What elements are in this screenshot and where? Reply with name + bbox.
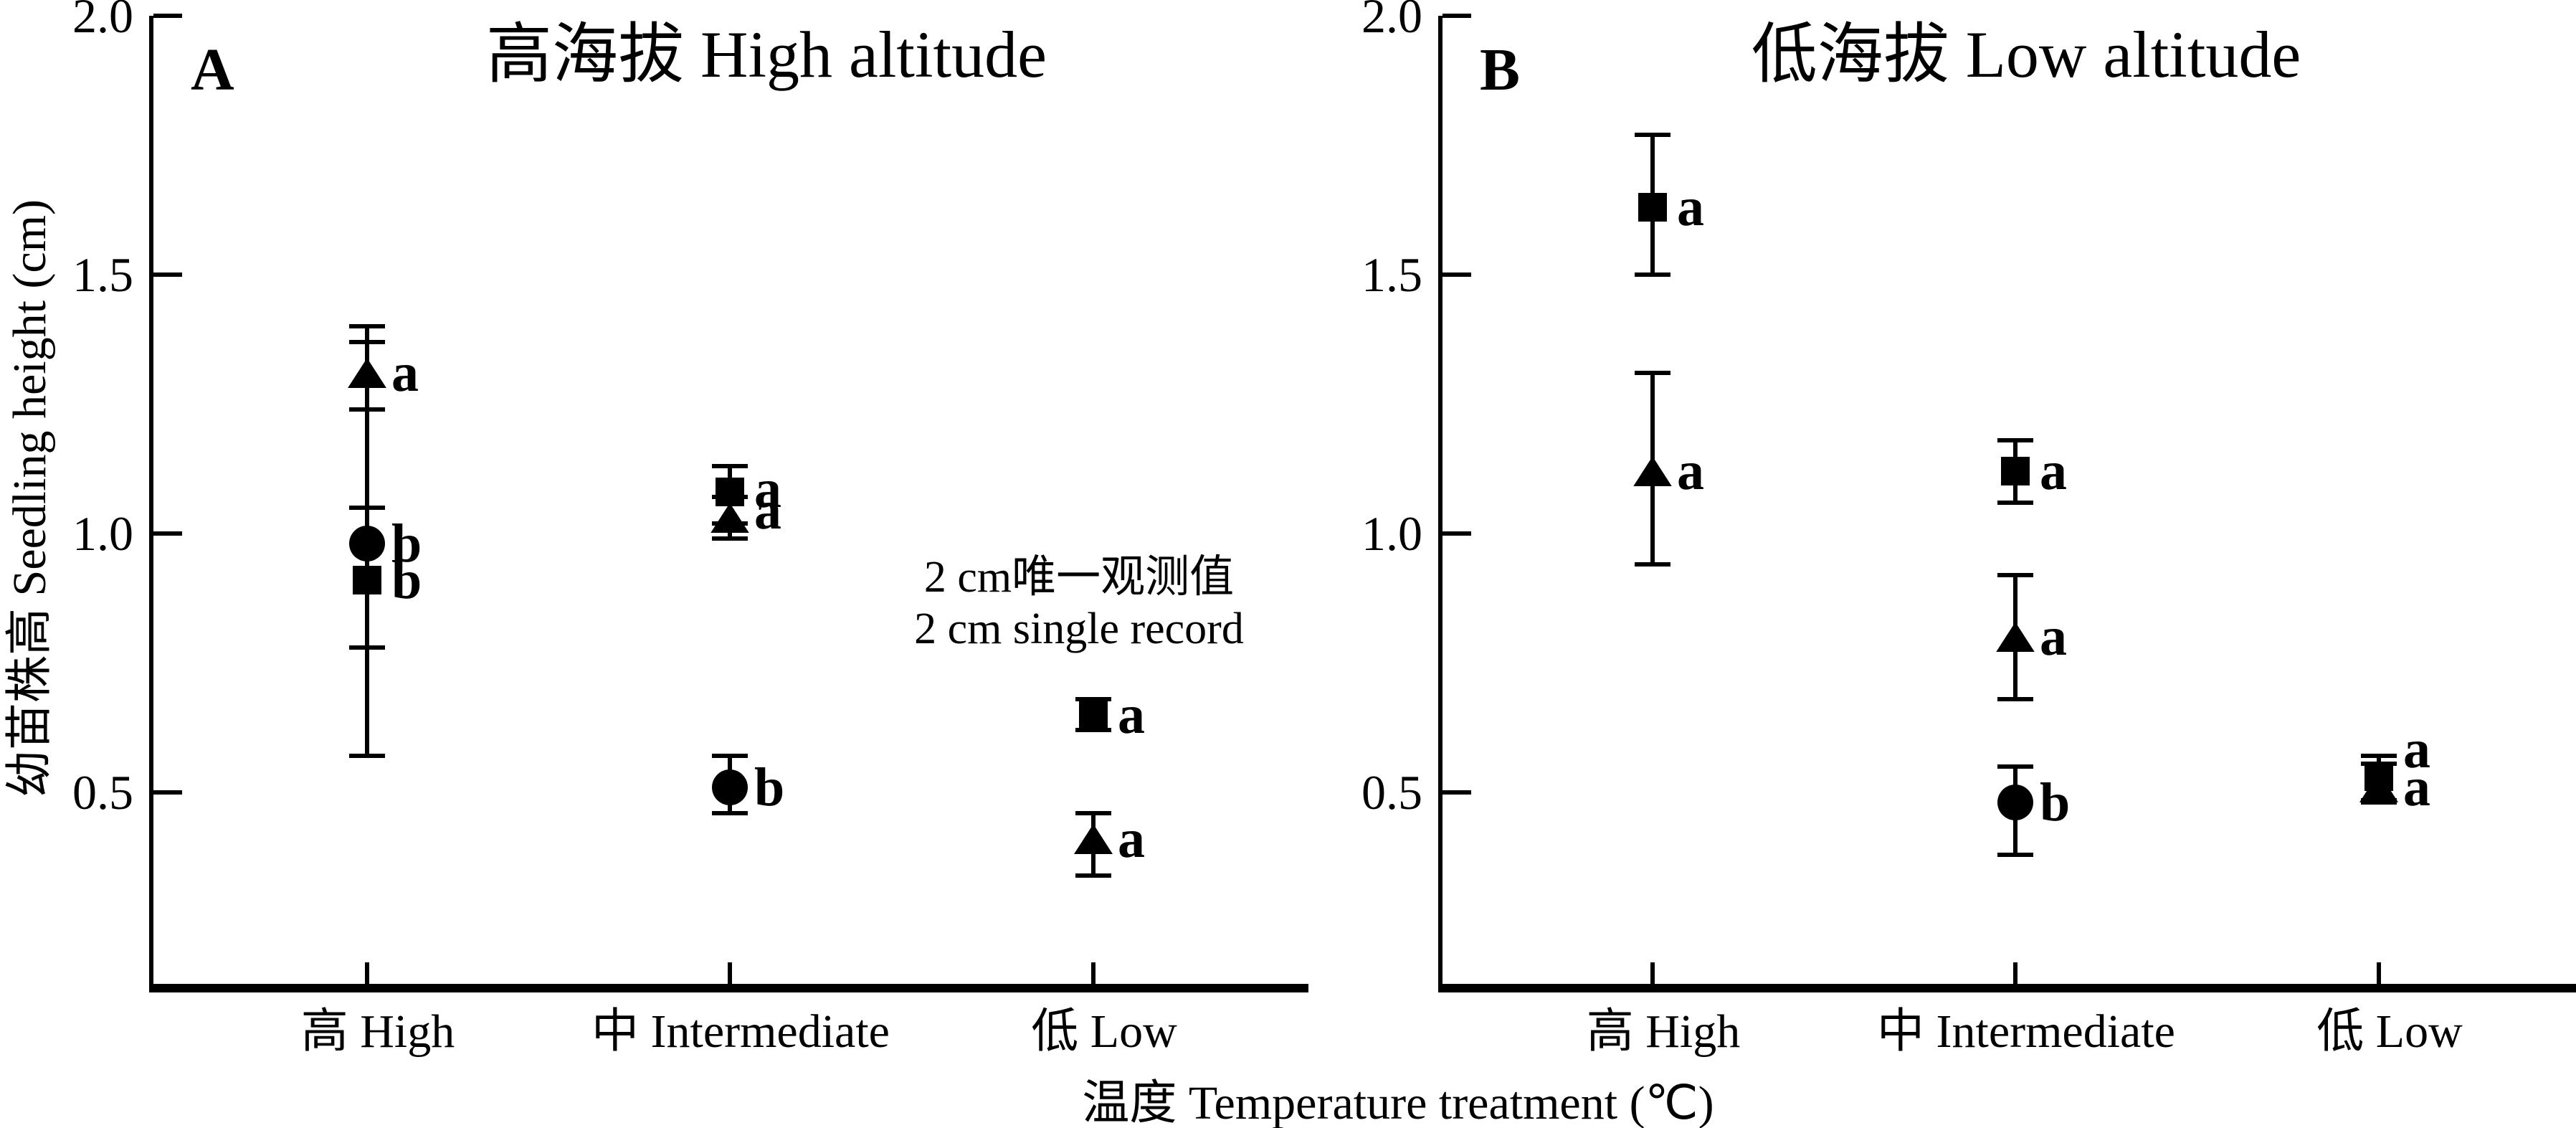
y-tick-label: 2.0	[1361, 0, 1422, 43]
error-bar-cap-top	[1997, 572, 2033, 577]
significance-letter: b	[754, 757, 785, 817]
significance-letter: a	[2040, 607, 2067, 668]
significance-letter: b	[2040, 772, 2071, 833]
square-marker	[353, 565, 381, 594]
significance-letter: a	[391, 343, 419, 404]
category-label: 中 Intermediate	[1877, 1005, 2175, 1058]
y-tick	[153, 531, 182, 536]
y-tick-label: 1.0	[72, 506, 133, 561]
y-tick-label: 1.5	[1361, 247, 1422, 302]
error-bar-cap-top	[1997, 764, 2033, 769]
error-bar-cap-top	[1997, 438, 2033, 443]
significance-letter: a	[1677, 177, 1704, 238]
error-bar-cap-bottom	[1635, 562, 1670, 567]
error-bar-cap-bottom	[349, 754, 385, 759]
panel-b-title: 低海拔 Low altitude	[1751, 18, 2301, 91]
y-tick	[1443, 272, 1471, 277]
y-axis-title: 幼苗株高 Seedling height (cm)	[4, 199, 56, 798]
y-tick-label: 2.0	[72, 0, 133, 43]
category-tick	[1650, 962, 1655, 985]
y-axis-line	[1438, 16, 1443, 992]
category-tick	[365, 962, 369, 985]
category-label: 高 High	[300, 1005, 455, 1058]
significance-letter: a	[1118, 684, 1145, 745]
panel-a-title: 高海拔 High altitude	[486, 18, 1047, 91]
error-bar-cap-bottom	[1997, 852, 2033, 857]
panel-b-letter: B	[1480, 37, 1521, 103]
error-bar-cap-bottom	[1997, 500, 2033, 505]
triangle-marker	[710, 503, 749, 534]
y-tick-label: 1.5	[72, 247, 133, 302]
y-tick	[153, 790, 182, 795]
error-bar-cap-top	[349, 505, 385, 510]
category-label: 低 Low	[1031, 1005, 1177, 1058]
error-bar-cap-top	[712, 754, 748, 759]
error-bar-cap-bottom	[349, 645, 385, 650]
significance-letter: a	[2403, 757, 2430, 817]
y-tick-label: 0.5	[1361, 765, 1422, 820]
error-bar-cap-bottom	[1997, 697, 2033, 702]
y-tick	[153, 272, 182, 277]
square-marker	[2364, 762, 2393, 792]
error-bar-cap-bottom	[349, 407, 385, 412]
triangle-marker	[348, 358, 386, 389]
significance-letter: a	[754, 480, 781, 541]
category-label: 高 High	[1586, 1005, 1741, 1058]
triangle-marker	[1633, 456, 1672, 487]
x-axis-line	[149, 984, 1308, 992]
category-label: 低 Low	[2316, 1005, 2463, 1058]
significance-letter: a	[754, 459, 781, 520]
error-bar-cap-bottom	[2361, 800, 2397, 805]
category-tick	[2377, 962, 2381, 985]
error-bar-cap-top	[1075, 810, 1111, 815]
y-tick	[1443, 14, 1471, 18]
significance-letter: a	[1118, 808, 1145, 869]
annotation-note: 2 cm唯一观测值 2 cm single record	[756, 551, 1402, 655]
category-label: 中 Intermediate	[591, 1005, 890, 1058]
significance-letter: b	[391, 549, 422, 610]
error-bar-cap-bottom	[712, 536, 748, 541]
y-tick	[1443, 790, 1471, 795]
square-marker	[1079, 700, 1108, 729]
error-bar-cap-bottom	[1635, 272, 1670, 277]
circle-marker	[712, 769, 748, 805]
square-marker	[2001, 457, 2030, 486]
error-bar-cap-bottom	[1075, 873, 1111, 878]
circle-marker	[349, 526, 385, 562]
triangle-marker	[1074, 823, 1113, 854]
category-tick	[1091, 962, 1095, 985]
y-tick-label: 0.5	[72, 765, 133, 820]
error-bar-cap-bottom	[1075, 728, 1111, 733]
error-bar-cap-top	[349, 324, 385, 329]
category-tick	[2013, 962, 2017, 985]
square-marker	[1638, 193, 1667, 222]
error-bar-cap-top	[712, 464, 748, 469]
category-tick	[728, 962, 732, 985]
x-axis-line	[1438, 984, 2576, 992]
error-bar-cap-top	[2361, 754, 2397, 759]
error-bar-cap-bottom	[712, 810, 748, 815]
y-tick	[153, 14, 182, 18]
significance-letter: a	[2403, 719, 2430, 780]
error-bar-cap-top	[1635, 371, 1670, 376]
square-marker	[716, 478, 744, 507]
error-bar-cap-top	[1075, 697, 1111, 702]
panel-a-letter: A	[191, 37, 234, 103]
x-axis-title: 温度 Temperature treatment (℃)	[1082, 1077, 1714, 1128]
circle-marker	[1997, 785, 2033, 821]
y-axis-line	[149, 16, 153, 992]
triangle-marker	[1996, 622, 2035, 653]
significance-letter: b	[391, 513, 422, 574]
error-bar-cap-top	[1635, 133, 1670, 138]
y-tick	[1443, 531, 1471, 536]
annotation-line-cn: 2 cm唯一观测值	[923, 553, 1235, 602]
significance-letter: a	[2040, 441, 2067, 502]
significance-letter: a	[1677, 441, 1704, 502]
annotation-line-en: 2 cm single record	[914, 605, 1244, 653]
y-tick-label: 1.0	[1361, 506, 1422, 561]
